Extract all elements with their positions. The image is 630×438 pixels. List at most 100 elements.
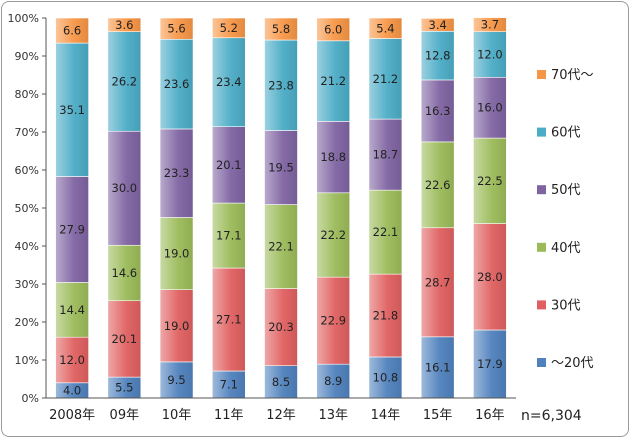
bar-segment bbox=[420, 18, 455, 32]
bar-segment bbox=[55, 336, 89, 384]
data-label: 22.9 bbox=[320, 314, 346, 328]
data-label: 8.5 bbox=[272, 375, 290, 389]
data-label: 3.6 bbox=[115, 18, 133, 32]
data-label: 4.0 bbox=[63, 383, 81, 397]
y-tick-label: 10% bbox=[15, 354, 39, 367]
data-label: 28.7 bbox=[425, 275, 451, 289]
data-label: 3.4 bbox=[429, 18, 447, 32]
bar-segment bbox=[264, 204, 298, 289]
bar-segment bbox=[473, 31, 507, 78]
data-label: 5.4 bbox=[376, 21, 394, 35]
data-label: 17.1 bbox=[216, 229, 242, 243]
data-label: 20.3 bbox=[268, 320, 294, 334]
data-label: 14.4 bbox=[59, 303, 85, 317]
data-label: 27.9 bbox=[59, 222, 85, 236]
legend-label: ～20代 bbox=[551, 356, 594, 371]
bar-segment bbox=[211, 37, 246, 127]
y-tick-label: 60% bbox=[15, 164, 39, 177]
bar-segment bbox=[473, 17, 507, 32]
bar-segment bbox=[316, 17, 351, 42]
bar-stack bbox=[211, 17, 246, 399]
bar-segment bbox=[316, 192, 351, 278]
bar-segment bbox=[420, 30, 455, 81]
x-tick-label: 16年 bbox=[475, 408, 505, 423]
bar-segment bbox=[107, 300, 142, 378]
bar-segment bbox=[264, 39, 298, 131]
bar-stack bbox=[264, 17, 298, 399]
y-tick-label: 70% bbox=[15, 126, 39, 139]
data-label: 16.1 bbox=[425, 360, 451, 374]
bar-segment bbox=[211, 202, 246, 269]
bar-segment bbox=[368, 17, 403, 39]
data-label: 3.7 bbox=[481, 18, 499, 32]
data-label: 21.2 bbox=[320, 74, 346, 88]
data-label: 35.1 bbox=[59, 103, 85, 117]
y-tick-label: 50% bbox=[15, 202, 39, 215]
bar-stack bbox=[159, 17, 194, 399]
bar-segment bbox=[159, 38, 194, 130]
data-label: 23.4 bbox=[216, 75, 242, 89]
bar-stack bbox=[316, 17, 351, 399]
bar-segment bbox=[107, 17, 142, 32]
x-tick-label: 2008年 bbox=[49, 408, 95, 423]
y-tick-label: 20% bbox=[15, 316, 39, 329]
bar-segment bbox=[159, 17, 194, 40]
data-label: 6.6 bbox=[63, 24, 81, 38]
data-label: 22.2 bbox=[320, 228, 346, 242]
data-label: 22.6 bbox=[425, 178, 451, 192]
bar-segment bbox=[316, 121, 351, 194]
bar-segment bbox=[211, 267, 246, 372]
data-label: 14.6 bbox=[112, 266, 138, 280]
data-label: 5.5 bbox=[115, 381, 133, 395]
bar-segment bbox=[264, 288, 298, 366]
data-label: 12.0 bbox=[59, 353, 85, 367]
y-tick-label: 0% bbox=[22, 392, 39, 405]
legend-swatch bbox=[537, 127, 546, 137]
bar-segment bbox=[368, 38, 403, 120]
bar-segment bbox=[473, 137, 507, 224]
y-tick-label: 100% bbox=[8, 12, 39, 25]
bar-segment bbox=[211, 126, 246, 204]
data-label: 8.9 bbox=[324, 374, 342, 388]
bar-segment bbox=[55, 282, 89, 338]
bars bbox=[55, 17, 507, 399]
bar-stack bbox=[473, 17, 507, 399]
bar-segment bbox=[368, 118, 403, 191]
x-tick-label: 10年 bbox=[162, 408, 192, 423]
legend: 70代～ 60代 50代 40代 30代 ～20代 bbox=[537, 68, 594, 371]
data-label: 21.2 bbox=[373, 72, 399, 86]
bar-segment bbox=[107, 130, 142, 246]
data-label: 6.0 bbox=[324, 22, 342, 36]
legend-swatch bbox=[537, 358, 546, 367]
data-label: 22.5 bbox=[477, 174, 503, 188]
bar-segment bbox=[107, 31, 142, 132]
y-tick-label: 30% bbox=[15, 278, 39, 291]
x-tick-label: 11年 bbox=[214, 408, 244, 423]
legend-swatch bbox=[537, 242, 546, 252]
legend-label: 60代 bbox=[551, 126, 581, 141]
data-label: 12.0 bbox=[477, 47, 503, 61]
x-tick-label: 09年 bbox=[110, 408, 140, 423]
bar-segment bbox=[420, 336, 455, 399]
data-label: 5.6 bbox=[167, 22, 185, 36]
data-label: 16.3 bbox=[425, 104, 451, 118]
sample-size-note: n=6,304 bbox=[521, 408, 582, 424]
data-label: 18.8 bbox=[320, 150, 346, 164]
y-tick-label: 90% bbox=[15, 50, 39, 63]
bar-segment bbox=[211, 17, 246, 39]
legend-swatch bbox=[537, 300, 546, 310]
bar-stack bbox=[420, 18, 455, 399]
bar-segment bbox=[55, 176, 89, 283]
data-label: 5.2 bbox=[220, 21, 238, 35]
bar-segment bbox=[316, 40, 351, 122]
bar-segment bbox=[264, 17, 298, 41]
legend-label: 50代 bbox=[551, 183, 581, 198]
bar-segment bbox=[211, 370, 246, 399]
bar-segment bbox=[55, 42, 89, 177]
bar-stack bbox=[107, 17, 142, 399]
data-label: 22.1 bbox=[268, 240, 294, 254]
bar-segment bbox=[316, 276, 351, 365]
x-tick-label: 14年 bbox=[371, 408, 401, 423]
